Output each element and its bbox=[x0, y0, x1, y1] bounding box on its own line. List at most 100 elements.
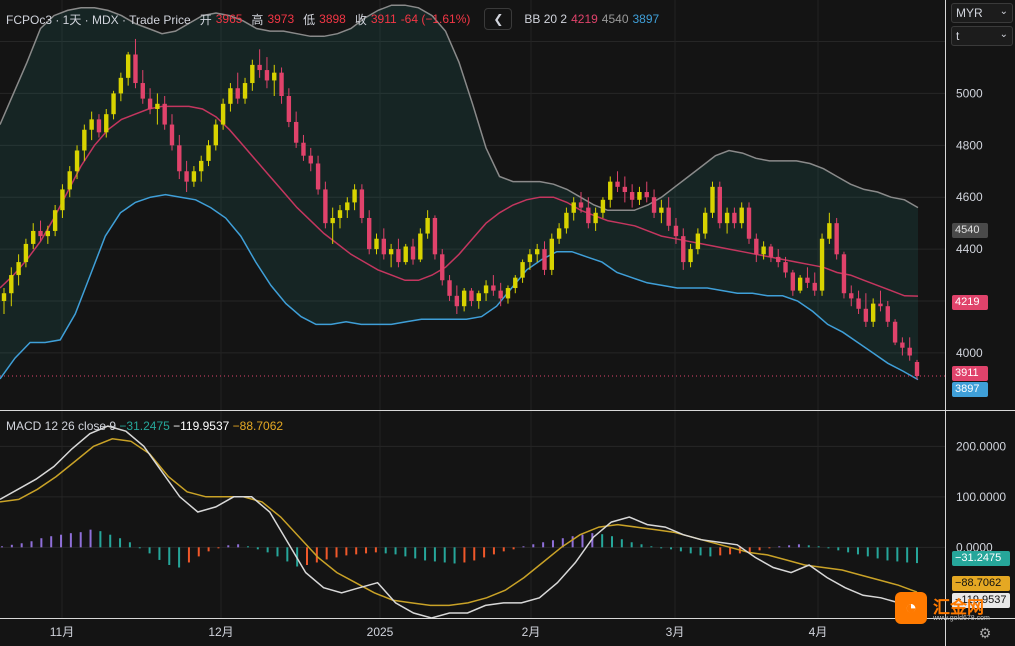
macd-hist-bar bbox=[433, 547, 436, 562]
macd-hist-bar bbox=[128, 542, 131, 548]
candle-body bbox=[96, 119, 102, 133]
candle-body bbox=[469, 290, 474, 302]
macd-hist-bar bbox=[788, 545, 791, 548]
candle-body bbox=[125, 54, 131, 78]
candle-body bbox=[666, 207, 671, 226]
candle-body bbox=[681, 236, 686, 263]
macd-hist-bar bbox=[886, 547, 889, 561]
time-tick-label: 12月 bbox=[208, 625, 233, 639]
candle-body bbox=[549, 238, 554, 270]
macd-indicator-label[interactable]: MACD 12 26 close 9 bbox=[6, 419, 117, 433]
price-tick-label: 4000 bbox=[956, 346, 983, 360]
candle-body bbox=[184, 171, 189, 182]
candle-body bbox=[483, 285, 489, 294]
candle-body bbox=[608, 181, 613, 200]
settings-gear-icon[interactable]: ⚙ bbox=[978, 624, 992, 641]
candle-body bbox=[45, 230, 51, 237]
open-label: 开 bbox=[199, 12, 212, 27]
candle-body bbox=[272, 72, 277, 81]
candle-body bbox=[797, 277, 803, 291]
bb-basis-line bbox=[0, 105, 919, 297]
price-tick-label: 4400 bbox=[956, 242, 983, 256]
bb-upper-badge: 4540 bbox=[952, 223, 988, 238]
candle-body bbox=[571, 202, 576, 213]
candle-body bbox=[381, 238, 386, 255]
candle-body bbox=[16, 262, 21, 276]
time-tick-label: 2025 bbox=[367, 625, 394, 639]
candle-body bbox=[732, 212, 737, 224]
candle-body bbox=[724, 212, 730, 224]
time-tick-label: 4月 bbox=[809, 625, 828, 639]
macd-hist-bar bbox=[709, 547, 712, 557]
candle-body bbox=[790, 272, 796, 291]
macd-hist-bar bbox=[611, 536, 613, 548]
candle-body bbox=[593, 212, 598, 224]
macd-hist-bar bbox=[522, 546, 525, 548]
candle-body bbox=[279, 72, 284, 97]
candle-body bbox=[812, 282, 817, 291]
candle-body bbox=[403, 246, 408, 263]
candle-body bbox=[23, 243, 29, 263]
candle-body bbox=[301, 142, 306, 156]
candle-body bbox=[9, 275, 14, 294]
macd-hist-bar bbox=[492, 547, 495, 555]
macd-tick-label: 100.0000 bbox=[956, 490, 1006, 504]
candle-body bbox=[834, 223, 839, 255]
collapse-legend-button[interactable]: ❮ bbox=[484, 8, 513, 30]
candle-body bbox=[345, 202, 350, 211]
candle-body bbox=[622, 186, 628, 193]
candle-body bbox=[111, 93, 116, 115]
candle-body bbox=[688, 249, 693, 263]
currency-select-value: MYR bbox=[956, 6, 983, 20]
candle-body bbox=[710, 186, 715, 213]
macd-line-badge: −119.9537 bbox=[952, 593, 1010, 608]
candle-body bbox=[454, 295, 460, 307]
candle-body bbox=[702, 212, 708, 234]
macd-hist-bar bbox=[630, 542, 633, 548]
candle-body bbox=[513, 277, 518, 289]
candle-body bbox=[177, 145, 182, 172]
macd-hist-bar bbox=[601, 534, 604, 548]
macd-hist-bar bbox=[60, 534, 63, 548]
candle-body bbox=[637, 192, 642, 200]
candle-body bbox=[856, 298, 861, 309]
candle-body bbox=[746, 207, 752, 239]
macd-hist-bar bbox=[306, 547, 308, 565]
candle-body bbox=[564, 212, 569, 229]
macd-tick-label: 200.0000 bbox=[956, 439, 1006, 453]
time-tick-label: 2月 bbox=[522, 625, 541, 639]
bb-basis-badge: 4219 bbox=[952, 295, 988, 310]
last-price-badge: 3911 bbox=[952, 366, 988, 381]
bb-indicator-label[interactable]: BB 20 2 bbox=[524, 12, 568, 26]
currency-select[interactable]: MYR ⌄ bbox=[951, 3, 1013, 23]
macd-hist-bar bbox=[384, 547, 387, 554]
candle-body bbox=[60, 189, 65, 211]
macd-hist-bar bbox=[424, 547, 427, 561]
macd-hist-bar bbox=[670, 547, 673, 550]
macd-hist-bar bbox=[158, 547, 161, 560]
candle-body bbox=[82, 129, 87, 151]
macd-hist-bar bbox=[571, 536, 574, 548]
candle-body bbox=[885, 306, 890, 322]
candle-body bbox=[89, 119, 94, 130]
candle-body bbox=[367, 217, 372, 250]
candle-body bbox=[659, 207, 664, 213]
macd-hist-bar bbox=[246, 546, 249, 548]
candle-body bbox=[527, 254, 533, 263]
candle-body bbox=[870, 303, 876, 322]
candle-body bbox=[264, 70, 270, 81]
bb-basis-value: 4219 bbox=[571, 12, 598, 26]
logo-icon: ◔ bbox=[895, 592, 927, 624]
candle-body bbox=[827, 223, 832, 239]
macd-hist-bar bbox=[876, 547, 879, 559]
macd-hist-bar bbox=[591, 533, 594, 548]
candle-body bbox=[388, 249, 394, 255]
time-tick-label: 11月 bbox=[50, 625, 74, 639]
macd-hist-bar bbox=[374, 547, 377, 553]
macd-hist-bar bbox=[404, 547, 407, 557]
unit-select[interactable]: t ⌄ bbox=[951, 26, 1013, 46]
candle-body bbox=[491, 285, 496, 291]
price-tick-label: 4800 bbox=[956, 138, 983, 152]
